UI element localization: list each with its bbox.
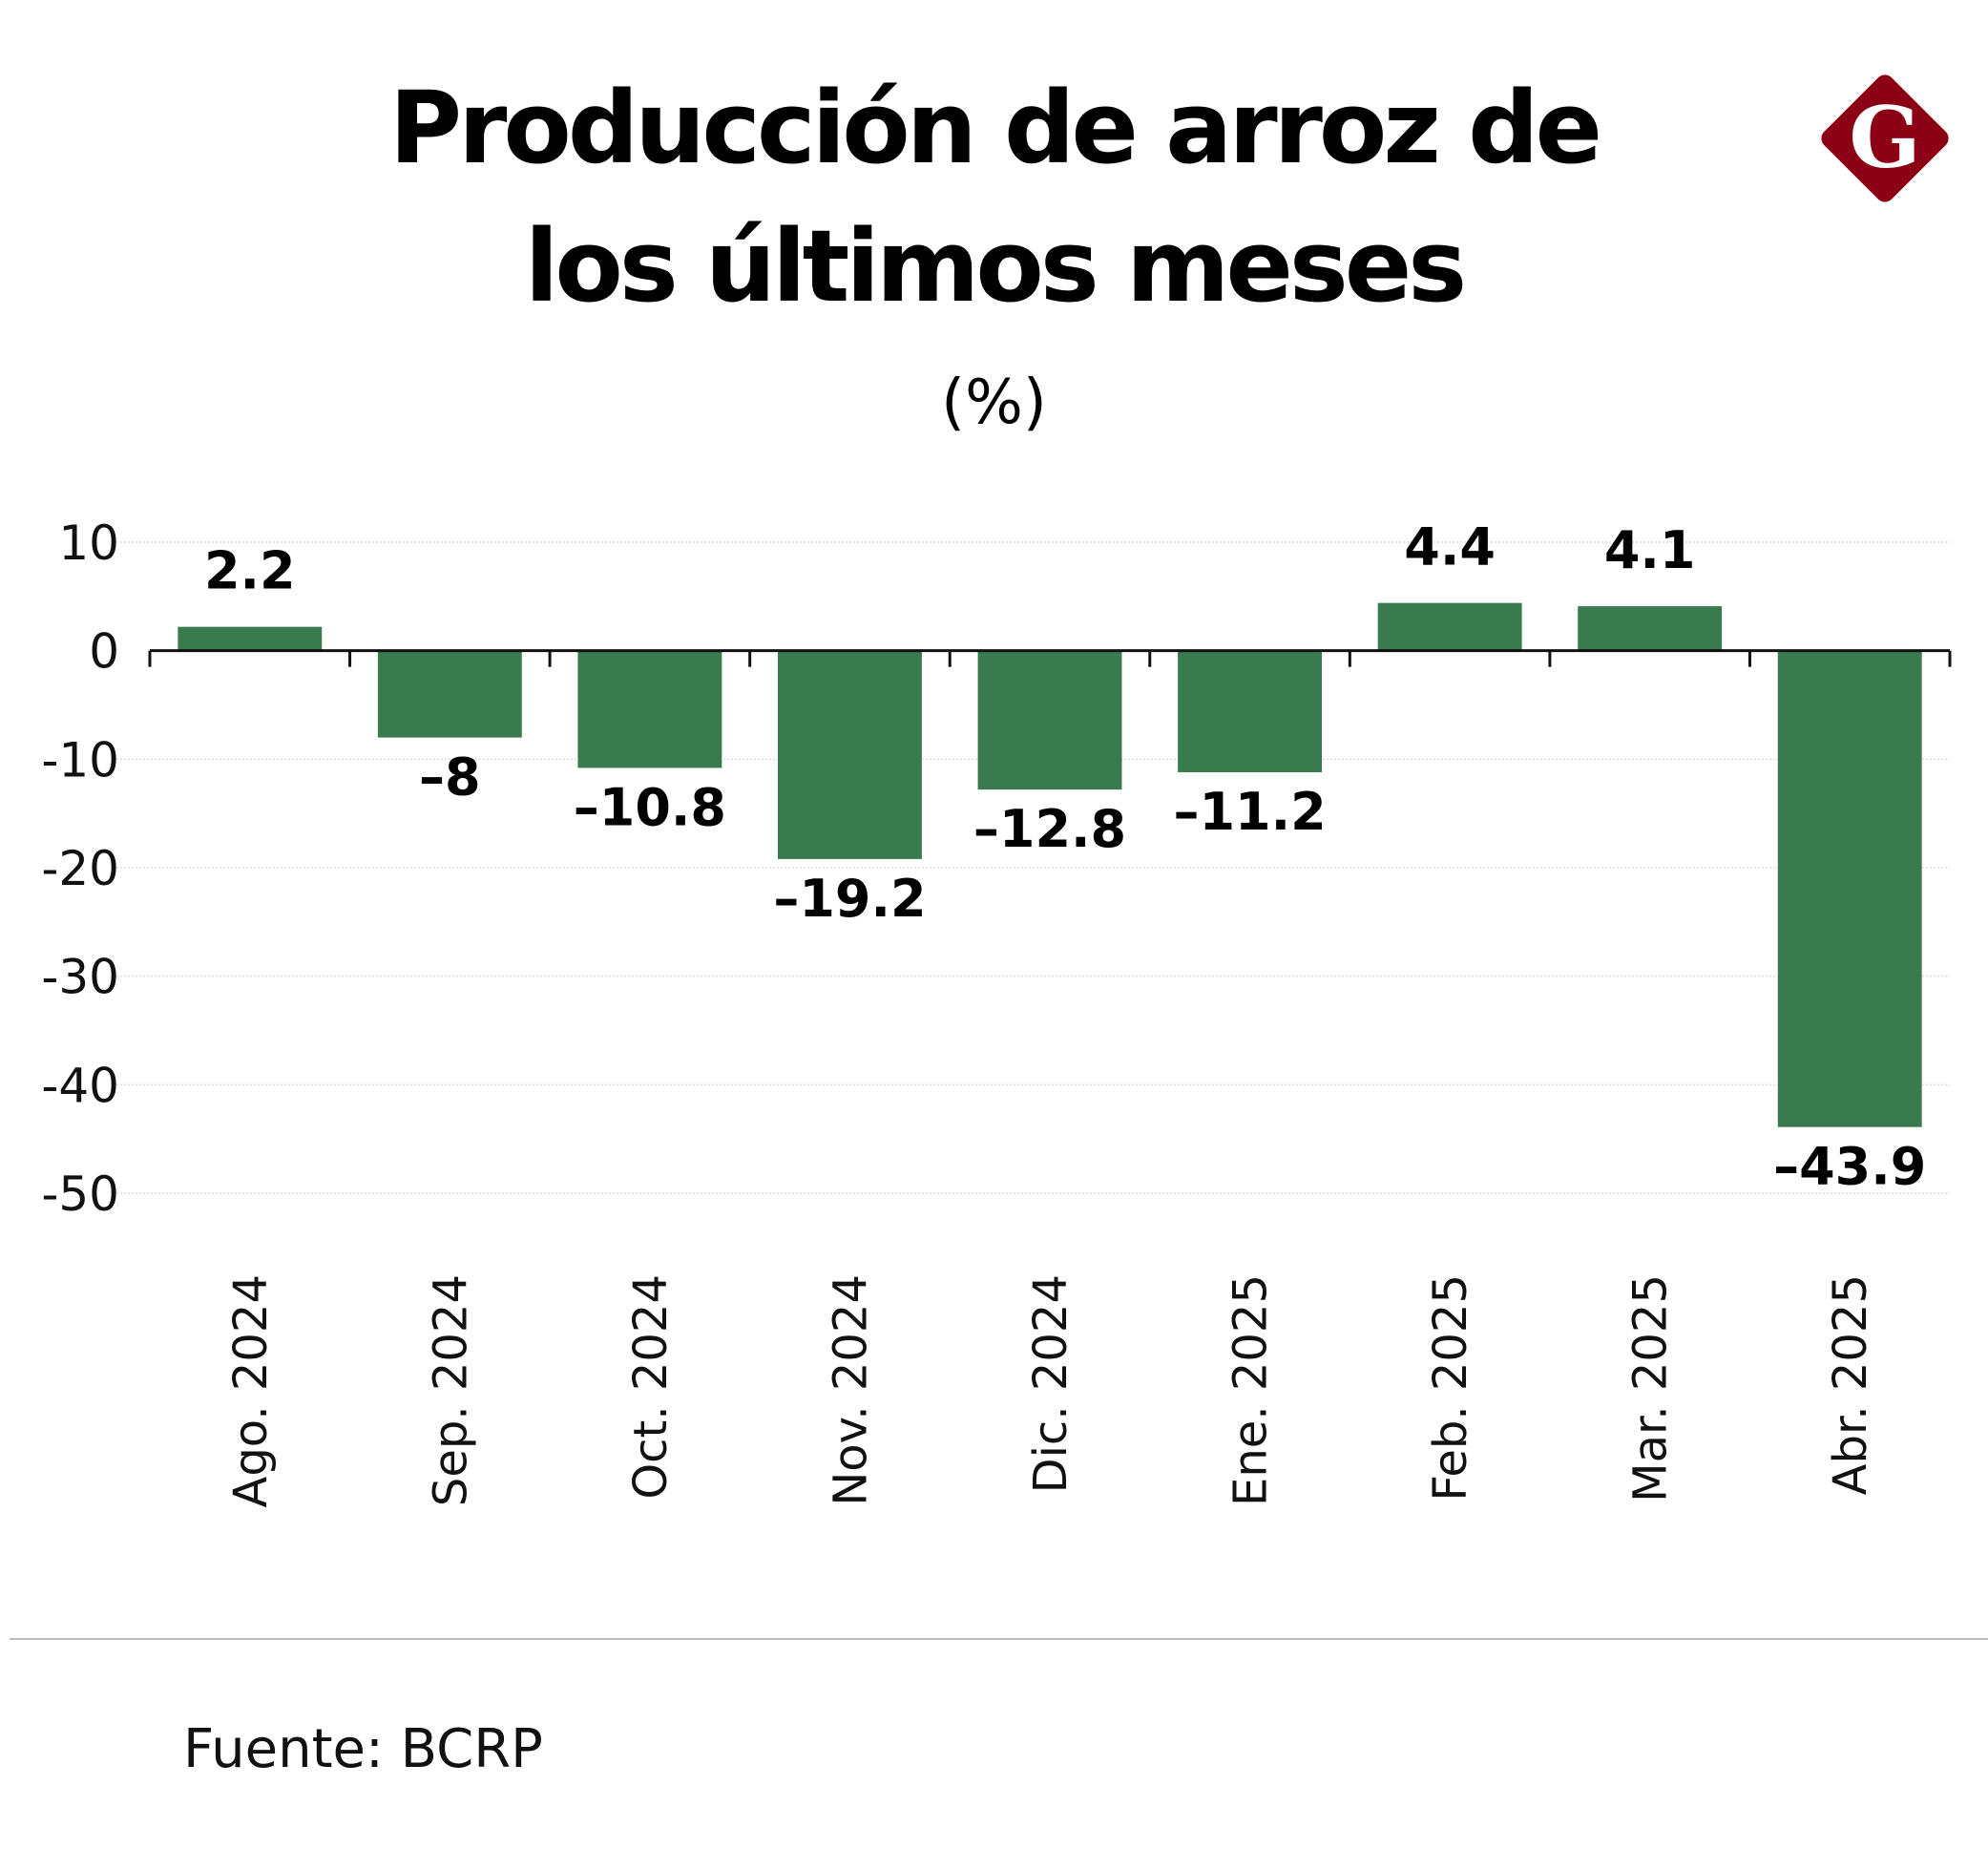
data-label: –10.8 — [574, 777, 726, 837]
x-tick-label: Ene. 2025 — [1224, 1274, 1278, 1506]
y-tick-label: 10 — [58, 515, 119, 571]
y-tick-label: 0 — [89, 624, 119, 680]
data-label: 4.1 — [1604, 520, 1696, 580]
divider — [10, 1638, 1988, 1640]
bar — [377, 650, 522, 738]
x-tick-label: Sep. 2024 — [424, 1274, 477, 1506]
y-tick-label: -50 — [41, 1166, 119, 1222]
bar — [1178, 650, 1322, 772]
bar — [1578, 606, 1723, 651]
data-label: –11.2 — [1173, 782, 1326, 842]
svg-text:G: G — [1849, 88, 1920, 187]
x-tick-label: Oct. 2024 — [624, 1274, 678, 1500]
data-label: 2.2 — [204, 541, 296, 601]
y-tick-label: -10 — [41, 732, 119, 788]
y-tick-label: -30 — [41, 950, 119, 1005]
bar — [778, 650, 922, 859]
bar — [1777, 650, 1922, 1127]
x-tick-label: Ago. 2024 — [224, 1274, 278, 1508]
title-line-1: Producción de arroz de — [388, 70, 1602, 186]
bar — [977, 650, 1122, 790]
unit-label: (%) — [941, 368, 1047, 438]
x-tick-label: Dic. 2024 — [1024, 1274, 1078, 1493]
bar — [1377, 602, 1522, 651]
chart-title: Producción de arroz de los últimos meses — [0, 59, 1988, 336]
y-tick-label: -20 — [41, 841, 119, 896]
data-label: –19.2 — [773, 869, 926, 929]
x-tick-label: Nov. 2024 — [824, 1274, 877, 1506]
data-label: –12.8 — [973, 799, 1126, 859]
x-tick-label: Abr. 2025 — [1824, 1274, 1877, 1495]
x-tick-label: Feb. 2025 — [1424, 1274, 1477, 1502]
source-note: Fuente: BCRP — [183, 1718, 543, 1780]
data-label: 4.4 — [1404, 517, 1496, 578]
data-label: –8 — [419, 747, 481, 808]
title-line-2: los últimos meses — [524, 208, 1467, 325]
bar-chart: 10 0 -10 -20 -30 -40 -50 2.2 Ago. 2024 –8 Sep. 202… — [41, 515, 1952, 1508]
bar — [577, 650, 722, 768]
data-label: –43.9 — [1773, 1137, 1926, 1197]
y-tick-label: -40 — [41, 1058, 119, 1113]
bar — [178, 626, 323, 651]
x-tick-label: Mar. 2025 — [1624, 1274, 1678, 1502]
brand-logo: G — [1821, 74, 1949, 202]
